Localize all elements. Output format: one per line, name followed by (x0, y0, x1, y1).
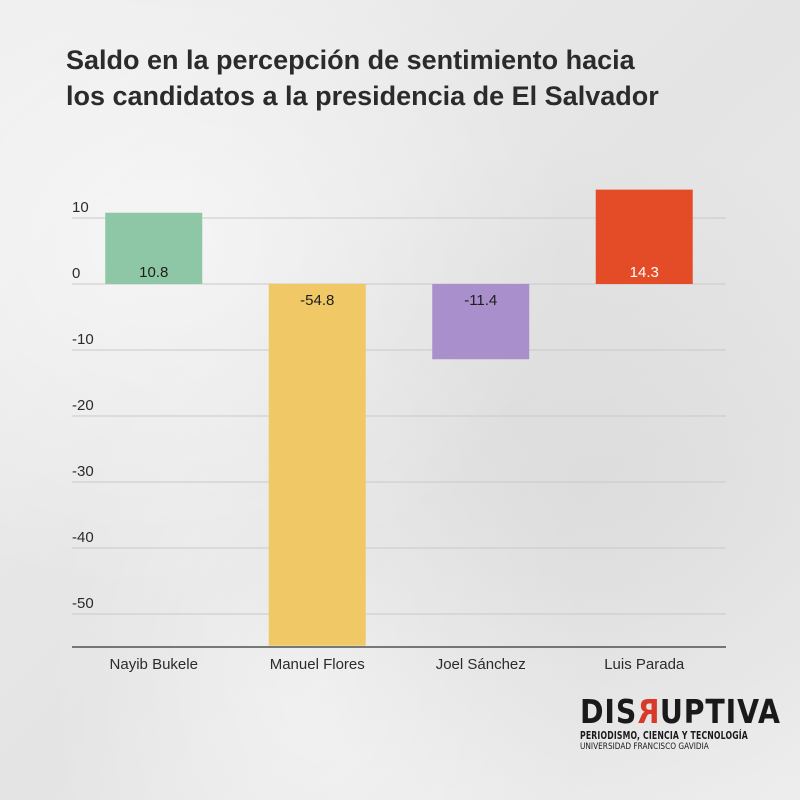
logo-tagline: PERIODISMO, CIENCIA Y TECNOLOGÍA (580, 730, 748, 742)
y-tick-label: -20 (72, 397, 94, 414)
y-tick-label: 0 (72, 265, 80, 282)
y-tick-label: -30 (72, 463, 94, 480)
logo-university: UNIVERSIDAD FRANCISCO GAVIDIA (580, 742, 709, 752)
bar-value-label: 14.3 (630, 264, 659, 281)
y-tick-label: -40 (72, 529, 94, 546)
y-tick-label: -50 (72, 595, 94, 612)
disruptiva-logo: DISRUPTIVA PERIODISMO, CIENCIA Y TECNOLO… (580, 692, 780, 753)
x-tick-label: Joel Sánchez (436, 656, 526, 673)
bar-value-label: -11.4 (464, 292, 497, 309)
x-axis: Nayib Bukele Manuel Flores Joel Sánchez Lui… (72, 646, 726, 673)
logo-accent-letter: R (637, 692, 660, 731)
x-tick-label: Luis Parada (604, 656, 685, 673)
chart-title: Saldo en la percepción de sentimiento ha… (66, 42, 746, 114)
x-tick-label: Nayib Bukele (110, 656, 198, 673)
bar (595, 189, 693, 284)
y-tick-label: -10 (72, 331, 94, 348)
chart-title-line: Saldo en la percepción de sentimiento ha… (66, 45, 635, 75)
y-axis-ticks: 10 0 -10 -20 -30 -40 -50 (72, 199, 94, 612)
bars: 10.8 -54.8 -11.4 14.3 (105, 189, 693, 646)
bar (268, 284, 366, 646)
logo-wordmark: DISRUPTIVA (580, 692, 780, 731)
bar-value-label: 10.8 (139, 264, 168, 281)
y-tick-label: 10 (72, 199, 89, 216)
bar (105, 212, 203, 284)
bar-value-label: -54.8 (300, 292, 334, 309)
logo-word-part: UPTIVA (659, 692, 781, 731)
bar (432, 284, 530, 360)
x-tick-label: Manuel Flores (270, 656, 365, 673)
chart-title-line: los candidatos a la presidencia de El Sa… (66, 81, 659, 111)
logo-word-part: DIS (580, 692, 638, 731)
